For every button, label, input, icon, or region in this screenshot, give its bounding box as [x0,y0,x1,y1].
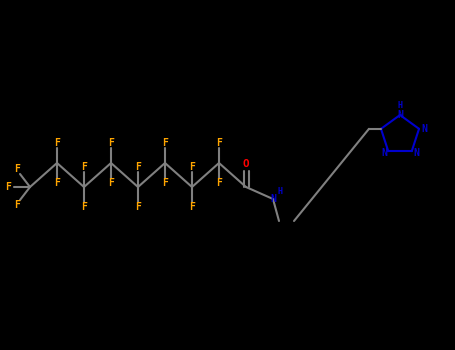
Text: F: F [216,138,222,148]
Text: F: F [54,138,60,148]
Text: N: N [421,124,427,134]
Text: F: F [14,200,20,210]
Text: N: N [397,110,403,120]
Text: N: N [270,194,276,204]
Text: F: F [189,202,195,212]
Text: F: F [108,138,114,148]
Text: F: F [162,178,168,188]
Text: F: F [5,182,11,192]
Text: F: F [54,178,60,188]
Text: H: H [278,188,283,196]
Text: N: N [381,148,387,158]
Text: H: H [398,102,403,111]
Text: F: F [135,162,141,172]
Text: F: F [189,162,195,172]
Text: F: F [162,138,168,148]
Text: F: F [135,202,141,212]
Text: F: F [216,178,222,188]
Text: F: F [14,164,20,174]
Text: F: F [108,178,114,188]
Text: F: F [81,202,87,212]
Text: F: F [81,162,87,172]
Text: O: O [243,159,249,169]
Text: N: N [414,148,420,158]
